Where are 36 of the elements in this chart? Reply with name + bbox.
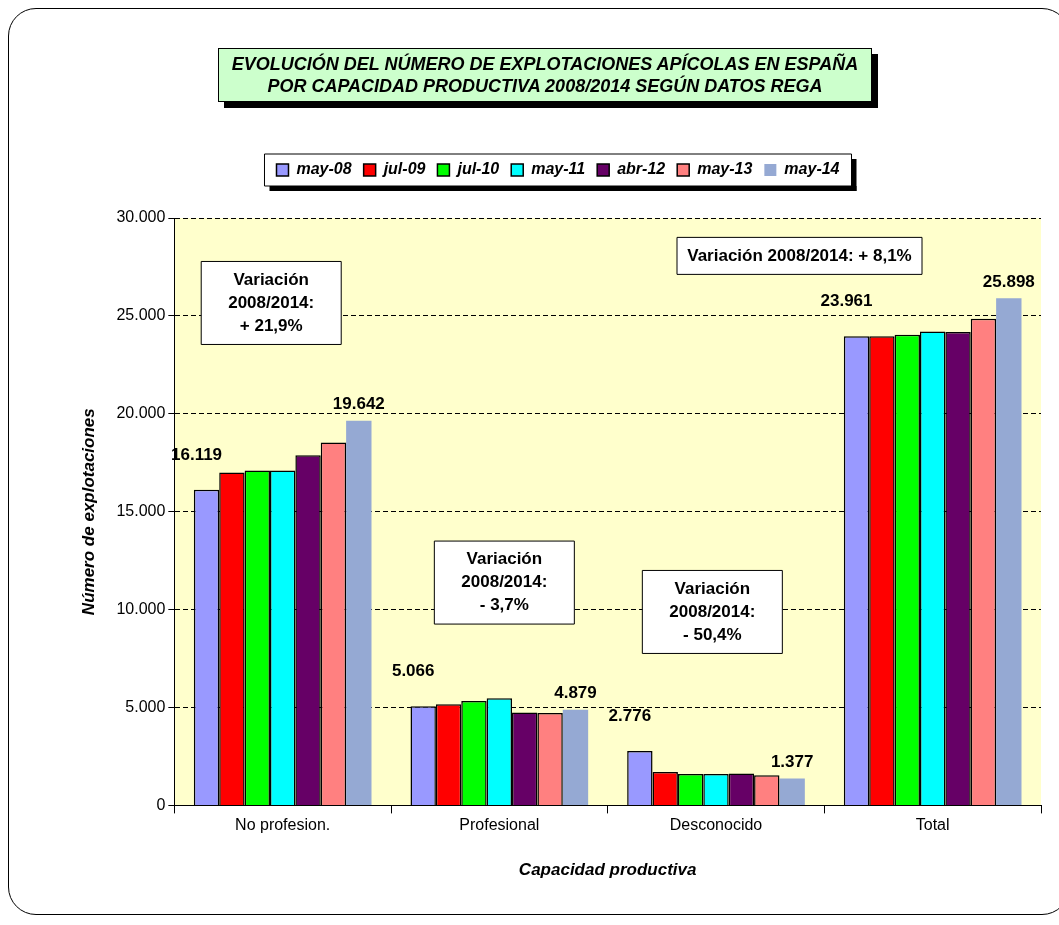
legend-label: may-13: [697, 160, 753, 178]
y-tick-label: 30.000: [116, 208, 166, 226]
x-tick-label: Desconocido: [669, 816, 763, 834]
annotation: Variación 2008/2014: - 3,7%: [461, 549, 548, 615]
legend-label: jul-10: [455, 160, 500, 178]
annotation: Variación 2008/2014: + 8,1%: [687, 245, 912, 265]
legend-label: jul-09: [381, 160, 426, 178]
data-label: 4.879: [554, 683, 597, 703]
chart-title: EVOLUCIÓN DEL NÚMERO DE EXPLOTACIONES APÍCOLAS EN ESPAÑA POR CAPACIDAD PRODUCTIVA 2008/2014 SEGÚN DATOS REGA: [218, 48, 872, 102]
y-tick-label: 15.000: [116, 502, 166, 520]
legend-label: may-11: [531, 160, 586, 178]
legend-label: may-14: [784, 160, 840, 178]
data-label: 1.377: [770, 751, 814, 771]
bar: [562, 709, 589, 805]
annotation: Variación 2008/2014: + 21,9%: [228, 269, 315, 335]
x-tick-label: Total: [915, 816, 950, 834]
x-axis-title: Capacidad productiva: [518, 860, 697, 880]
y-tick-label: 0: [156, 795, 166, 813]
bar: [996, 298, 1022, 805]
y-axis-title: Número de explotaciones: [78, 408, 98, 616]
data-label: 2.776: [608, 706, 652, 726]
data-label: 23.961: [820, 291, 873, 311]
legend-label: abr-12: [617, 160, 666, 178]
y-tick-label: 10.000: [116, 600, 166, 618]
bar: [779, 778, 805, 805]
y-tick-label: 20.000: [116, 404, 166, 422]
legend-label: may-08: [296, 160, 352, 178]
x-tick-label: No profesion.: [235, 816, 331, 834]
bar: [346, 420, 372, 805]
data-label: 19.642: [332, 394, 385, 413]
data-label: 5.066: [391, 661, 435, 681]
data-label: 25.898: [982, 271, 1035, 291]
annotation: Variación 2008/2014: - 50,4%: [669, 578, 756, 644]
y-tick-label: 25.000: [116, 306, 166, 324]
y-tick-label: 5.000: [125, 697, 166, 715]
x-tick-label: Profesional: [459, 816, 540, 834]
